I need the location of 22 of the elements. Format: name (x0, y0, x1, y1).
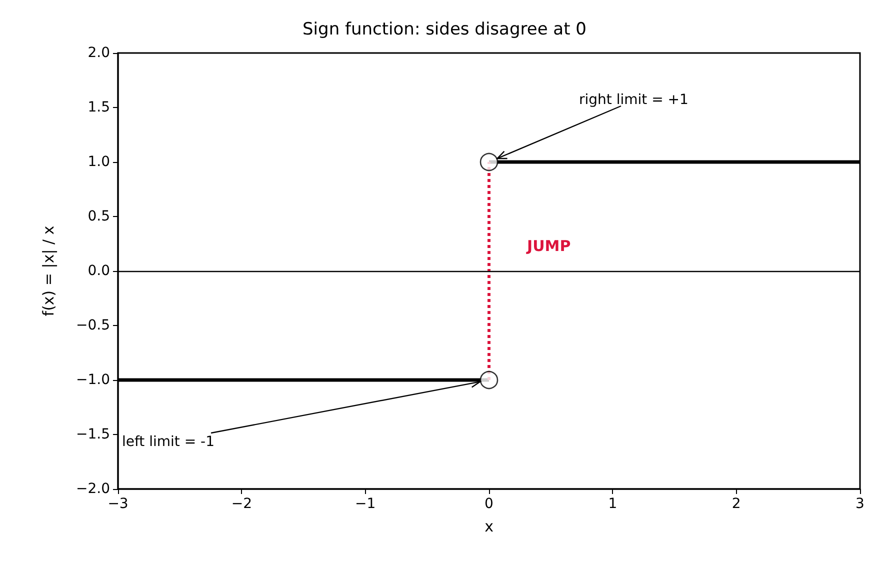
x-tick-label: −1 (355, 496, 376, 512)
y-tick-label: −2.0 (76, 481, 110, 497)
annotation: left limit = -1 (122, 434, 215, 450)
y-axis-title: f(x) = |x| / x (40, 226, 58, 316)
y-tick-label: −1.0 (76, 372, 110, 388)
x-tick-label: 1 (608, 496, 618, 512)
x-tick-label: 0 (484, 496, 494, 512)
y-tick-label: 0.5 (88, 208, 110, 224)
y-tick-label: 1.0 (88, 154, 110, 170)
x-tick-label: −2 (231, 496, 252, 512)
y-tick-label: −0.5 (76, 318, 110, 334)
y-tick-label: 2.0 (88, 45, 110, 61)
x-axis-title: x (484, 518, 494, 536)
y-tick-label: 1.5 (88, 100, 110, 116)
y-tick-label: 0.0 (88, 263, 110, 279)
x-tick-label: −3 (108, 496, 128, 512)
text: JUMP (526, 237, 571, 255)
y-tick-label: −1.5 (76, 426, 110, 442)
annotation: right limit = +1 (579, 92, 688, 108)
x-tick-label: 3 (856, 496, 864, 512)
chart-title: Sign function: sides disagree at 0 (302, 20, 586, 40)
x-tick-label: 2 (732, 496, 741, 512)
